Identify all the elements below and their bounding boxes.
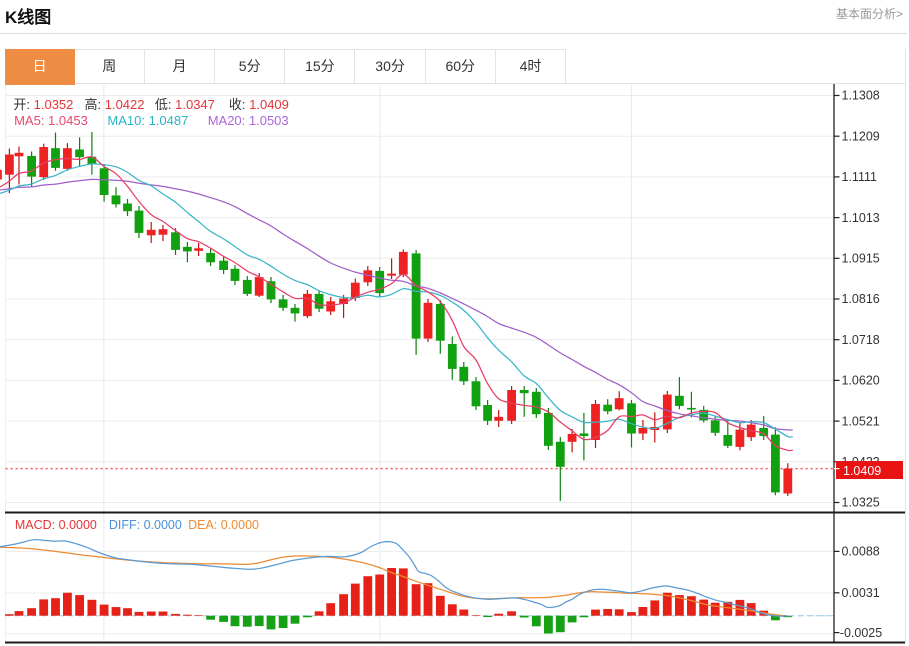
svg-text:1.1209: 1.1209 <box>842 129 880 143</box>
svg-text:0.0031: 0.0031 <box>842 586 880 600</box>
svg-text:1.0718: 1.0718 <box>842 333 880 347</box>
svg-text:0.0088: 0.0088 <box>842 545 880 559</box>
svg-text:1.0409: 1.0409 <box>843 464 881 478</box>
svg-text:-0.0025: -0.0025 <box>840 626 882 640</box>
svg-text:1.1308: 1.1308 <box>842 89 880 103</box>
svg-text:1.0620: 1.0620 <box>842 374 880 388</box>
svg-text:1.0325: 1.0325 <box>842 496 880 510</box>
svg-text:1.0521: 1.0521 <box>842 414 880 428</box>
svg-text:1.1111: 1.1111 <box>842 170 877 184</box>
svg-text:1.0915: 1.0915 <box>842 252 880 266</box>
svg-text:1.0816: 1.0816 <box>842 292 880 306</box>
svg-text:1.1013: 1.1013 <box>842 211 880 225</box>
